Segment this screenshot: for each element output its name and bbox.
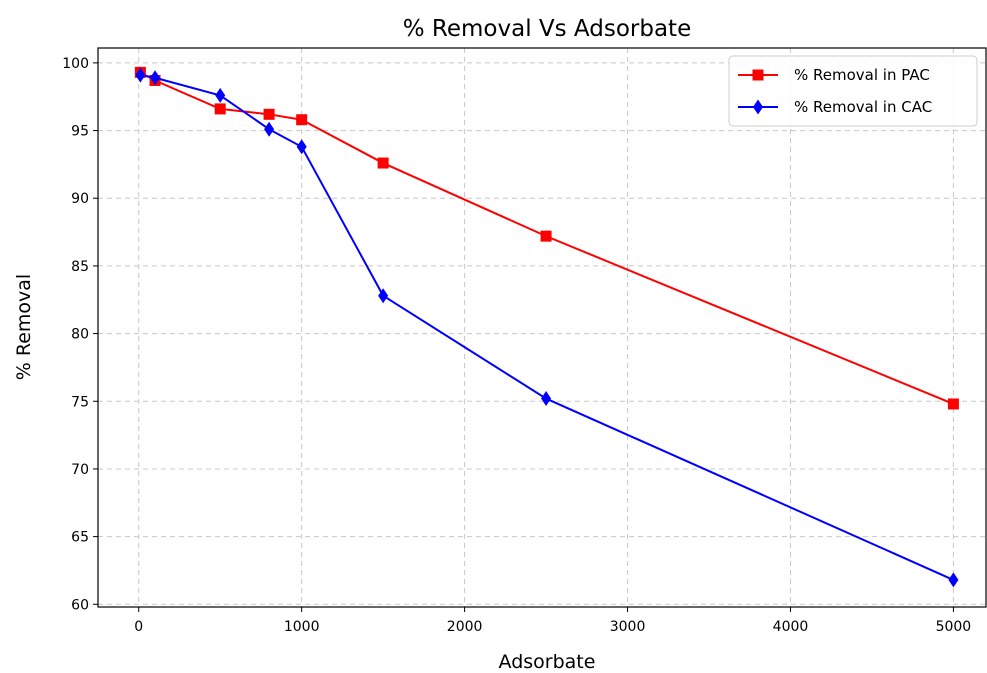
- data-point: [263, 108, 275, 120]
- series-layer: [134, 66, 959, 588]
- y-tick-label: 60: [71, 597, 89, 613]
- series-line: [139, 71, 954, 405]
- legend-label: % Removal in CAC: [794, 98, 932, 116]
- y-tick-label: 80: [71, 327, 89, 343]
- y-tick-label: 90: [71, 191, 89, 207]
- data-point: [135, 67, 146, 83]
- data-point: [215, 87, 226, 103]
- data-point: [296, 114, 308, 126]
- legend-marker: [753, 99, 763, 115]
- x-tick-label: 5000: [936, 619, 972, 635]
- y-tick-label: 70: [71, 462, 89, 478]
- legend-entry: % Removal in CAC: [738, 98, 932, 116]
- grid: [98, 48, 986, 607]
- y-tick-label: 65: [71, 530, 89, 546]
- series-line: [140, 74, 954, 581]
- data-point: [214, 103, 226, 115]
- chart-title: % Removal Vs Adsorbate: [403, 16, 691, 42]
- legend: % Removal in PAC % Removal in CAC: [728, 55, 978, 127]
- data-point: [541, 391, 552, 407]
- x-tick-label: 4000: [773, 619, 809, 635]
- y-tick-label: 75: [71, 394, 89, 410]
- data-point: [296, 139, 307, 155]
- y-tick-label: 85: [71, 259, 89, 275]
- y-tick-label: 100: [62, 56, 89, 72]
- legend-box: [728, 55, 978, 127]
- x-tick-label: 2000: [447, 619, 483, 635]
- y-tick-label: 95: [71, 124, 89, 140]
- data-point: [947, 398, 959, 410]
- data-point: [377, 157, 389, 169]
- data-point: [264, 121, 275, 137]
- series-cac: [135, 67, 959, 588]
- data-point: [378, 288, 389, 304]
- ticks: 0 1000 2000 3000 4000 5000 60 65 70 75 80 85 90 95 100: [62, 56, 971, 635]
- data-point: [948, 572, 959, 588]
- x-tick-label: 1000: [284, 619, 320, 635]
- legend-label: % Removal in PAC: [794, 66, 930, 84]
- data-point: [150, 70, 161, 86]
- y-axis-label: % Removal: [13, 274, 35, 380]
- legend-entry: % Removal in PAC: [738, 66, 930, 84]
- x-tick-label: 3000: [610, 619, 646, 635]
- x-tick-label: 0: [134, 619, 143, 635]
- plot-frame: [97, 47, 987, 608]
- x-axis-label: Adsorbate: [499, 651, 596, 673]
- data-point: [540, 230, 552, 242]
- legend-marker: [752, 69, 764, 81]
